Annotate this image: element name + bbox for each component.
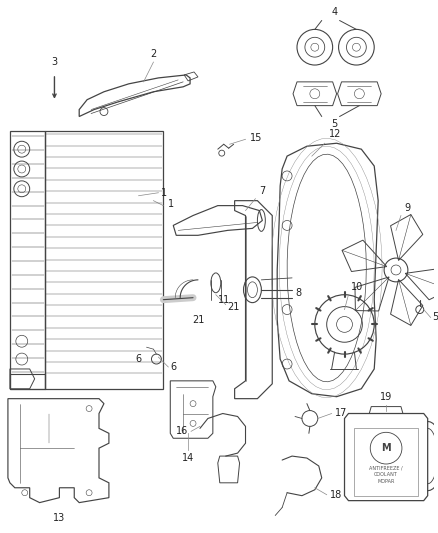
- Text: 5: 5: [332, 119, 338, 130]
- Text: 19: 19: [380, 392, 392, 402]
- Text: 10: 10: [351, 282, 364, 292]
- Text: M: M: [381, 443, 391, 453]
- Text: 15: 15: [250, 133, 262, 143]
- Text: 21: 21: [228, 302, 240, 312]
- Text: 6: 6: [135, 354, 141, 364]
- Text: 4: 4: [332, 6, 338, 17]
- Text: 8: 8: [295, 288, 301, 298]
- Text: 17: 17: [335, 408, 347, 417]
- Text: 11: 11: [219, 295, 231, 305]
- Text: 5: 5: [433, 312, 438, 322]
- Text: 9: 9: [404, 203, 410, 213]
- Text: 12: 12: [328, 130, 341, 139]
- Text: 6: 6: [170, 362, 177, 372]
- Text: 3: 3: [51, 57, 57, 67]
- Text: 21: 21: [192, 314, 204, 325]
- Text: 7: 7: [259, 185, 265, 196]
- Text: 18: 18: [330, 490, 342, 500]
- Text: ANTIFREEZE /: ANTIFREEZE /: [369, 465, 403, 471]
- Text: 1: 1: [161, 188, 167, 198]
- Text: COOLANT: COOLANT: [374, 472, 398, 478]
- Text: 14: 14: [182, 453, 194, 463]
- Text: 2: 2: [150, 49, 156, 59]
- Text: 16: 16: [176, 426, 188, 437]
- Text: 13: 13: [53, 513, 66, 522]
- Text: MOPAR: MOPAR: [378, 479, 395, 484]
- Text: 1: 1: [168, 199, 174, 208]
